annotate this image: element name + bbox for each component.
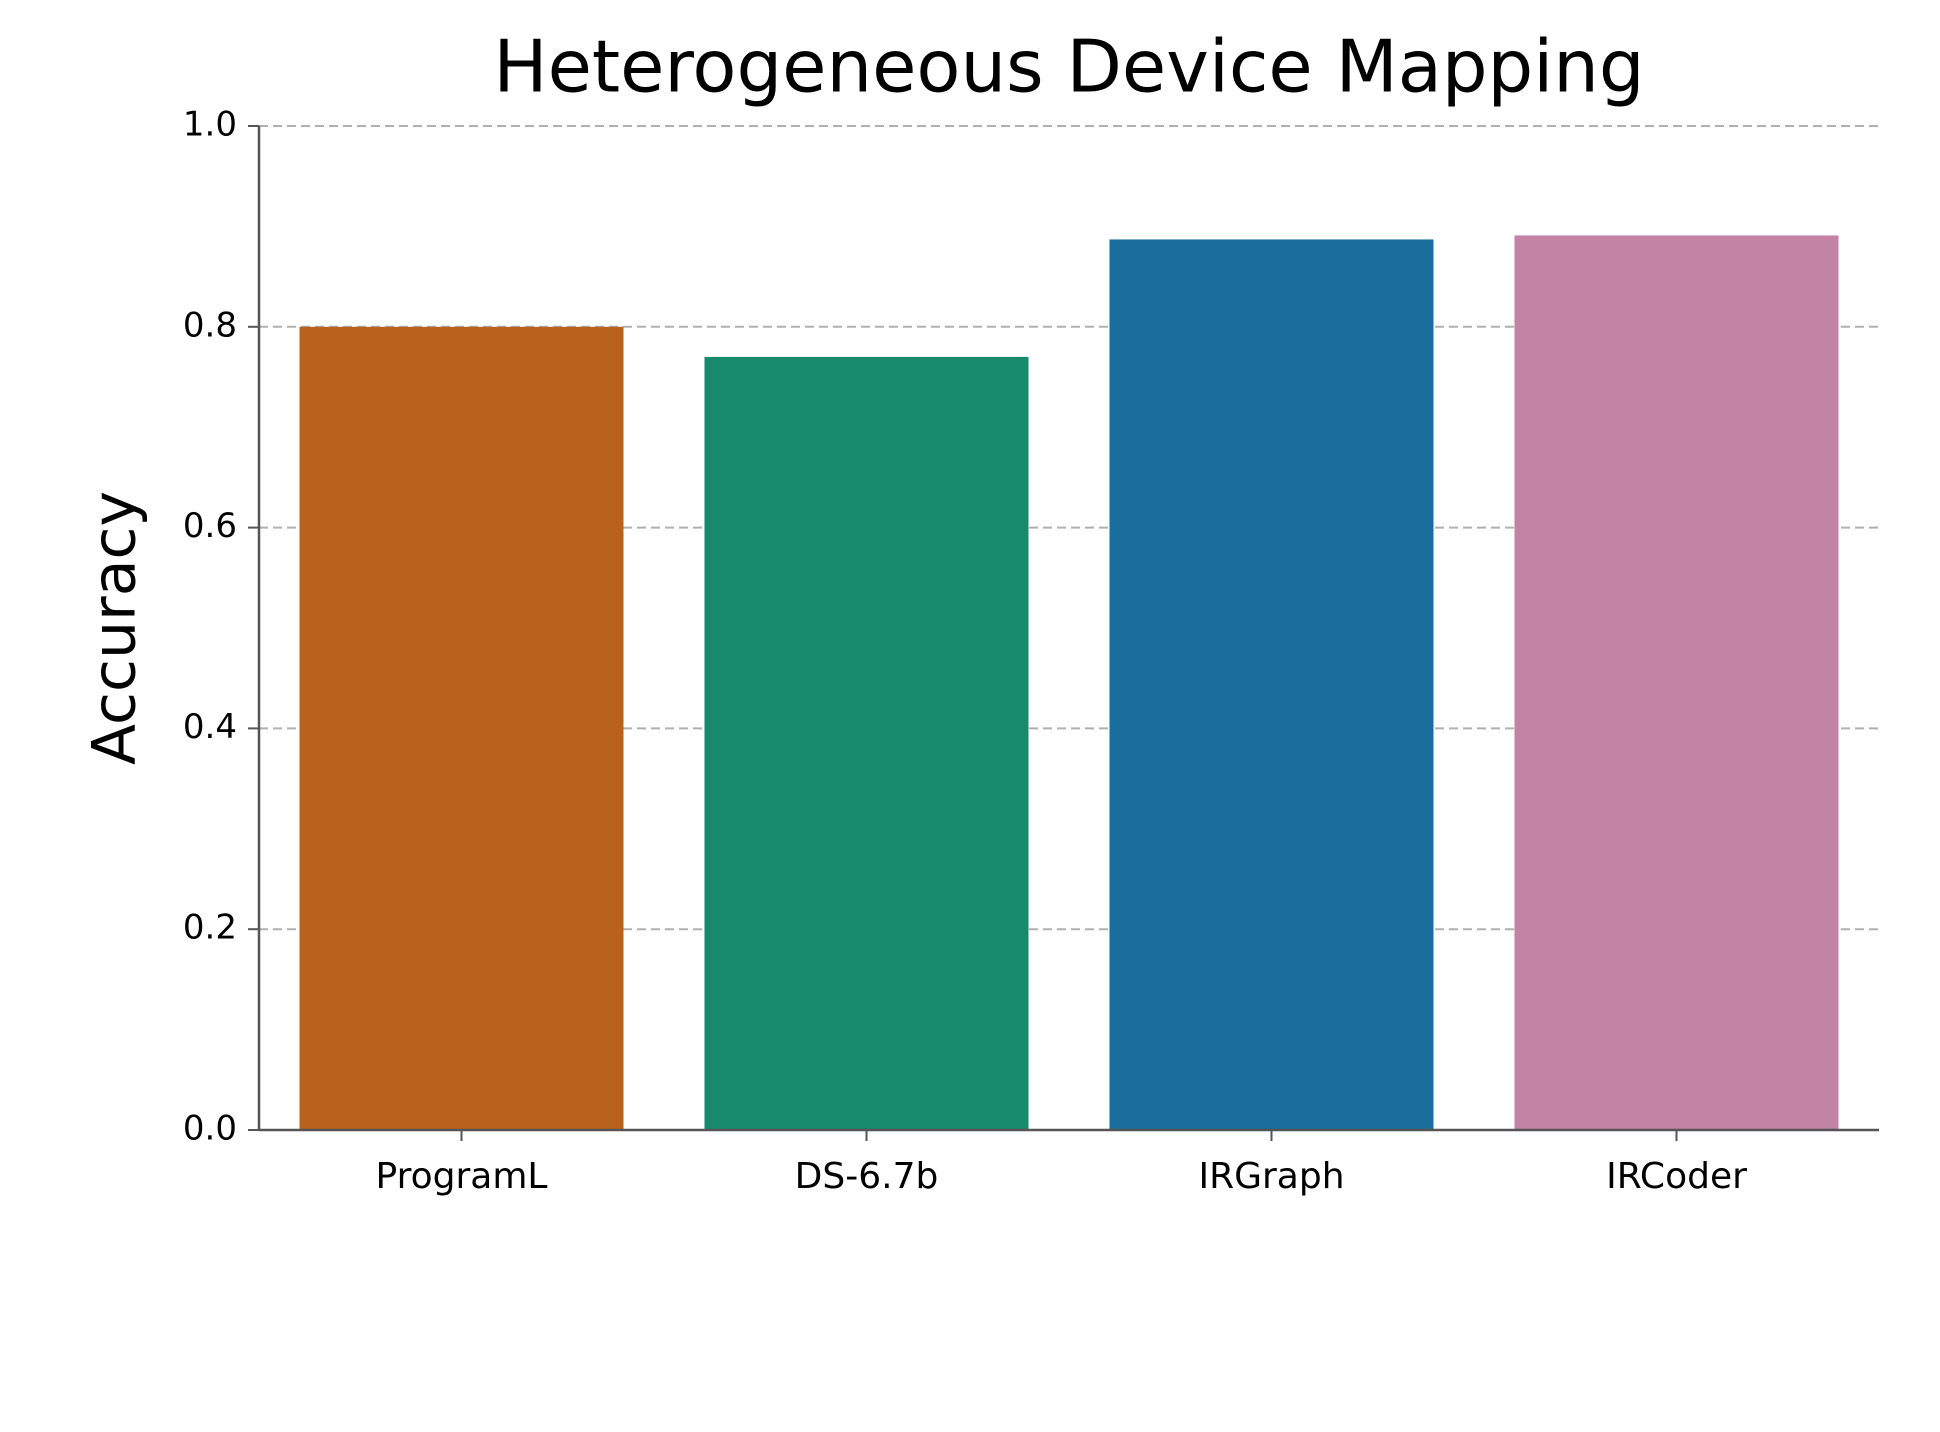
x-tick-label: IRGraph <box>1198 1156 1344 1197</box>
y-tick-label: 1.0 <box>183 105 237 145</box>
y-tick-label: 0.2 <box>183 908 237 948</box>
x-tick-label: ProgramL <box>376 1156 548 1197</box>
bar <box>1109 239 1434 1130</box>
bar <box>1514 235 1839 1130</box>
chart-title: Heterogeneous Device Mapping <box>493 25 1644 109</box>
y-tick-label: 0.8 <box>183 305 237 345</box>
bar <box>299 326 624 1130</box>
y-tick-label: 0.6 <box>183 506 237 546</box>
x-tick-label: IRCoder <box>1606 1156 1747 1197</box>
y-tick-label: 0.4 <box>183 707 237 747</box>
y-axis-label: Accuracy <box>80 491 150 765</box>
y-tick-label: 0.0 <box>183 1109 237 1149</box>
x-tick-label: DS-6.7b <box>795 1156 939 1197</box>
bar <box>704 356 1029 1130</box>
